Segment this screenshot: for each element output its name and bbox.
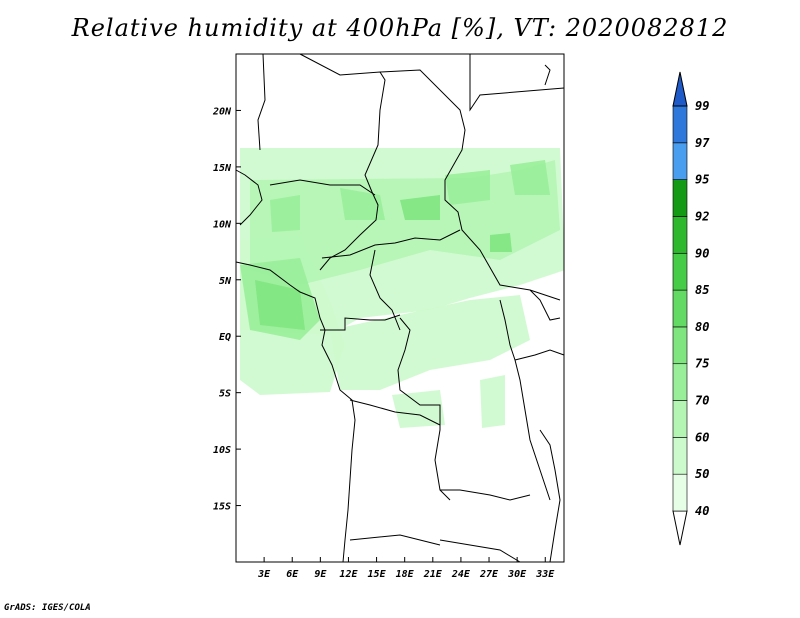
colorbar-bin bbox=[672, 142, 688, 180]
colorbar-label: 85 bbox=[695, 283, 709, 297]
lat-tick-label: 10S bbox=[213, 445, 231, 456]
border-line bbox=[397, 317, 451, 501]
map-title: Relative humidity at 400hPa [%], VT: 202… bbox=[71, 14, 729, 42]
lat-tick-label: 10N bbox=[213, 219, 232, 230]
border-line bbox=[269, 179, 376, 196]
colorbar-label: 92 bbox=[695, 209, 709, 223]
border-line bbox=[469, 54, 565, 112]
colorbar-bin bbox=[672, 326, 688, 365]
colorbar-label: 70 bbox=[695, 394, 709, 408]
lon-tick-label: 6E bbox=[286, 569, 299, 580]
lat-tick-label: EQ bbox=[219, 332, 231, 343]
colorbar: 40 50 60 70 75 80 85 90 92 95 97 99 bbox=[672, 71, 710, 546]
lon-tick-label: 15E bbox=[368, 569, 387, 580]
lon-tick-label: 12E bbox=[339, 569, 358, 580]
lat-tick-label: 5N bbox=[219, 276, 232, 287]
border-line bbox=[539, 429, 561, 563]
humidity-region bbox=[510, 160, 550, 195]
border-line bbox=[440, 489, 531, 501]
border-line bbox=[321, 229, 461, 259]
lat-tick-label: 15S bbox=[213, 502, 231, 513]
colorbar-bin bbox=[672, 252, 688, 291]
lon-tick-label: 30E bbox=[507, 569, 527, 580]
colorbar-bin bbox=[672, 400, 688, 438]
colorbar-label: 97 bbox=[695, 136, 710, 150]
border-line bbox=[529, 289, 561, 321]
colorbar-label: 75 bbox=[695, 357, 709, 371]
colorbar-bin bbox=[672, 216, 688, 254]
lon-tick-label: 3E bbox=[257, 569, 271, 580]
colorbar-label: 99 bbox=[695, 99, 709, 113]
colorbar-label: 90 bbox=[695, 246, 709, 260]
longitude-axis: 3E 6E 9E 12E 15E 18E 21E 24E 27E 30E 33E bbox=[257, 557, 555, 580]
colorbar-label: 60 bbox=[695, 430, 709, 444]
border-line bbox=[544, 64, 551, 86]
lon-tick-label: 18E bbox=[396, 569, 415, 580]
colorbar-bin bbox=[672, 473, 688, 512]
lon-tick-label: 24E bbox=[451, 569, 471, 580]
border-line bbox=[499, 299, 551, 501]
humidity-region bbox=[392, 390, 445, 428]
grads-credit: GrADS: IGES/COLA bbox=[4, 603, 91, 613]
humidity-region bbox=[330, 295, 530, 390]
map-frame bbox=[235, 53, 565, 563]
colorbar-bin bbox=[672, 437, 688, 475]
lat-tick-label: 20N bbox=[212, 106, 232, 117]
border-line bbox=[379, 69, 561, 301]
colorbar-lower-triangle bbox=[672, 510, 688, 546]
border-line bbox=[235, 169, 263, 226]
humidity-region bbox=[480, 375, 505, 428]
lon-tick-label: 21E bbox=[423, 569, 443, 580]
border-line bbox=[514, 349, 565, 361]
colorbar-label: 80 bbox=[695, 320, 709, 334]
border-line bbox=[235, 261, 356, 563]
colorbar-bin bbox=[672, 289, 688, 328]
border-line bbox=[299, 53, 386, 271]
colorbar-label: 95 bbox=[695, 173, 709, 187]
lon-tick-label: 9E bbox=[314, 569, 327, 580]
humidity-region bbox=[255, 280, 305, 330]
country-borders bbox=[235, 53, 565, 563]
colorbar-upper-triangle bbox=[672, 71, 688, 107]
humidity-region bbox=[270, 195, 300, 232]
lon-tick-label: 33E bbox=[535, 569, 555, 580]
border-line bbox=[439, 539, 521, 563]
humidity-region bbox=[445, 170, 490, 205]
colorbar-bin bbox=[672, 179, 688, 217]
colorbar-bin bbox=[672, 105, 688, 144]
latitude-axis: 20N 15N 10N 5N EQ 5S 10S 15S bbox=[212, 106, 241, 513]
lon-tick-label: 27E bbox=[479, 569, 499, 580]
humidity-region bbox=[400, 195, 440, 220]
lat-tick-label: 15N bbox=[213, 163, 232, 174]
colorbar-label: 40 bbox=[695, 504, 709, 518]
border-line bbox=[349, 399, 441, 426]
colorbar-bin bbox=[672, 363, 688, 401]
border-line bbox=[320, 314, 401, 331]
lat-tick-label: 5S bbox=[219, 389, 231, 400]
humidity-region bbox=[490, 233, 512, 252]
border-line bbox=[349, 534, 441, 546]
colorbar-label: 50 bbox=[695, 467, 709, 481]
border-line bbox=[257, 53, 266, 151]
